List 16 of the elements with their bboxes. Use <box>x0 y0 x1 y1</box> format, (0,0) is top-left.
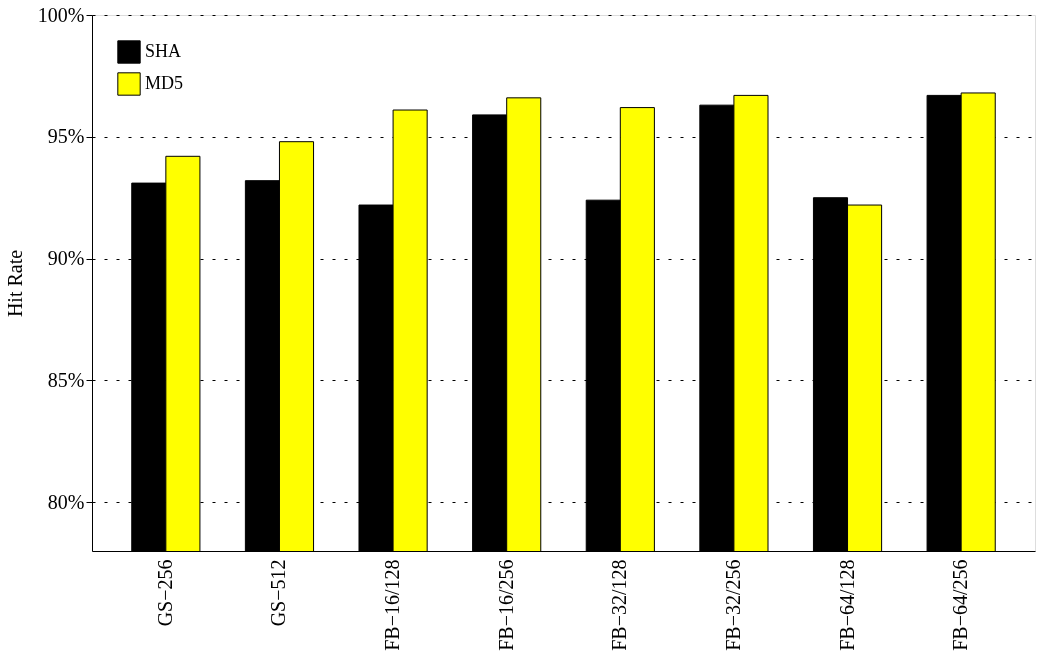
x-tick-label: GS−512 <box>267 559 290 627</box>
x-tick-label: FB−64/128 <box>835 559 858 651</box>
y-tick-label: 95% <box>47 125 85 148</box>
x-tick-label: FB−64/256 <box>949 559 972 651</box>
legend-label: SHA <box>145 41 182 61</box>
y-tick-label: 100% <box>37 3 85 26</box>
x-tick-label: FB−32/128 <box>608 559 631 651</box>
x-tick-label: GS−256 <box>153 559 176 627</box>
legend-label: MD5 <box>145 73 184 93</box>
x-tick-label: FB−16/128 <box>381 559 404 651</box>
x-tick-label: FB−32/256 <box>721 559 744 651</box>
y-tick-label: 90% <box>47 247 85 270</box>
x-tick-label: FB−16/256 <box>494 559 517 651</box>
y-tick-label: 80% <box>47 490 85 513</box>
y-axis-title: Hit Rate <box>3 249 26 318</box>
y-tick-label: 85% <box>47 368 85 391</box>
